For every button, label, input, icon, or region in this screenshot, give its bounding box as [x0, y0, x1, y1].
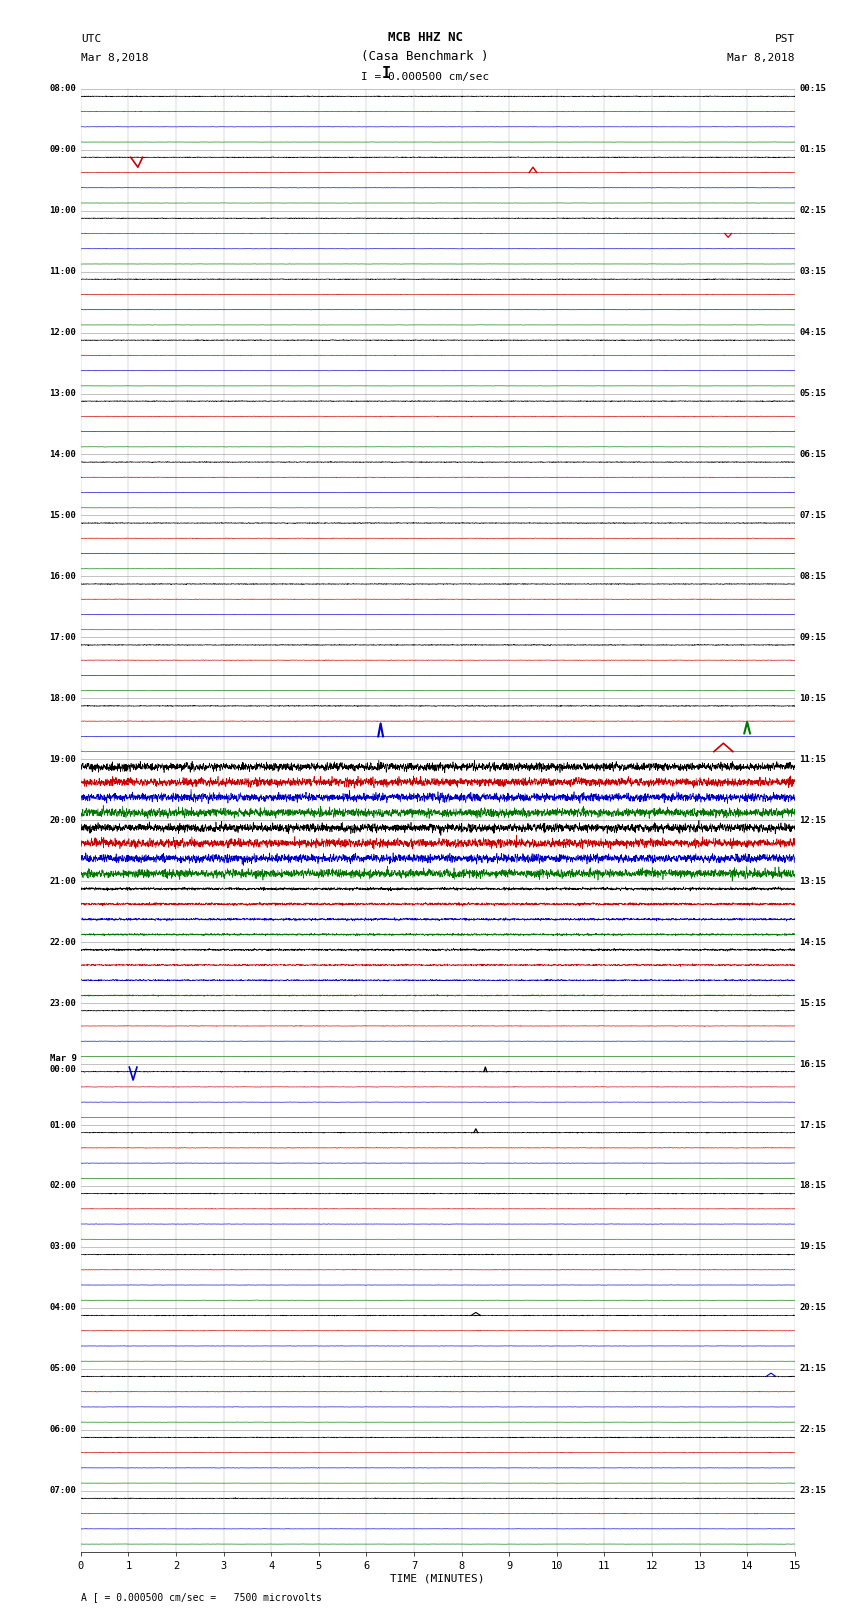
- Text: 08:15: 08:15: [799, 573, 826, 581]
- Text: 03:15: 03:15: [799, 268, 826, 276]
- Text: 18:00: 18:00: [49, 694, 76, 703]
- Text: 09:15: 09:15: [799, 632, 826, 642]
- Text: 05:00: 05:00: [49, 1365, 76, 1373]
- Text: 01:15: 01:15: [799, 145, 826, 155]
- Text: 21:00: 21:00: [49, 877, 76, 886]
- Text: 21:15: 21:15: [799, 1365, 826, 1373]
- Text: 02:15: 02:15: [799, 206, 826, 215]
- Text: 19:15: 19:15: [799, 1242, 826, 1252]
- Text: I = 0.000500 cm/sec: I = 0.000500 cm/sec: [361, 73, 489, 82]
- Text: A [ = 0.000500 cm/sec =   7500 microvolts: A [ = 0.000500 cm/sec = 7500 microvolts: [81, 1592, 321, 1602]
- Text: 01:00: 01:00: [49, 1121, 76, 1129]
- Text: 20:15: 20:15: [799, 1303, 826, 1313]
- Text: 10:15: 10:15: [799, 694, 826, 703]
- Text: 00:15: 00:15: [799, 84, 826, 94]
- Text: 12:15: 12:15: [799, 816, 826, 824]
- Text: 13:15: 13:15: [799, 877, 826, 886]
- Text: 07:15: 07:15: [799, 511, 826, 519]
- Text: 06:00: 06:00: [49, 1426, 76, 1434]
- X-axis label: TIME (MINUTES): TIME (MINUTES): [390, 1574, 485, 1584]
- Text: 20:00: 20:00: [49, 816, 76, 824]
- Text: 03:00: 03:00: [49, 1242, 76, 1252]
- Text: 11:15: 11:15: [799, 755, 826, 763]
- Text: 06:15: 06:15: [799, 450, 826, 460]
- Text: 19:00: 19:00: [49, 755, 76, 763]
- Text: 22:00: 22:00: [49, 937, 76, 947]
- Text: 14:15: 14:15: [799, 937, 826, 947]
- Text: (Casa Benchmark ): (Casa Benchmark ): [361, 50, 489, 63]
- Text: 04:00: 04:00: [49, 1303, 76, 1313]
- Text: 04:15: 04:15: [799, 327, 826, 337]
- Text: 16:00: 16:00: [49, 573, 76, 581]
- Text: 15:00: 15:00: [49, 511, 76, 519]
- Text: MCB HHZ NC: MCB HHZ NC: [388, 31, 462, 44]
- Text: 22:15: 22:15: [799, 1426, 826, 1434]
- Text: 23:15: 23:15: [799, 1486, 826, 1495]
- Text: UTC: UTC: [81, 34, 101, 44]
- Text: 08:00: 08:00: [49, 84, 76, 94]
- Text: 18:15: 18:15: [799, 1181, 826, 1190]
- Text: 09:00: 09:00: [49, 145, 76, 155]
- Text: 23:00: 23:00: [49, 998, 76, 1008]
- Text: 16:15: 16:15: [799, 1060, 826, 1068]
- Text: PST: PST: [774, 34, 795, 44]
- Text: 07:00: 07:00: [49, 1486, 76, 1495]
- Text: 13:00: 13:00: [49, 389, 76, 398]
- Text: 17:15: 17:15: [799, 1121, 826, 1129]
- Text: I: I: [382, 66, 391, 81]
- Text: 12:00: 12:00: [49, 327, 76, 337]
- Text: 14:00: 14:00: [49, 450, 76, 460]
- Text: 15:15: 15:15: [799, 998, 826, 1008]
- Text: 10:00: 10:00: [49, 206, 76, 215]
- Text: Mar 8,2018: Mar 8,2018: [728, 53, 795, 63]
- Text: Mar 8,2018: Mar 8,2018: [81, 53, 148, 63]
- Text: 11:00: 11:00: [49, 268, 76, 276]
- Text: Mar 9
00:00: Mar 9 00:00: [49, 1055, 76, 1074]
- Text: 02:00: 02:00: [49, 1181, 76, 1190]
- Text: 17:00: 17:00: [49, 632, 76, 642]
- Text: 05:15: 05:15: [799, 389, 826, 398]
